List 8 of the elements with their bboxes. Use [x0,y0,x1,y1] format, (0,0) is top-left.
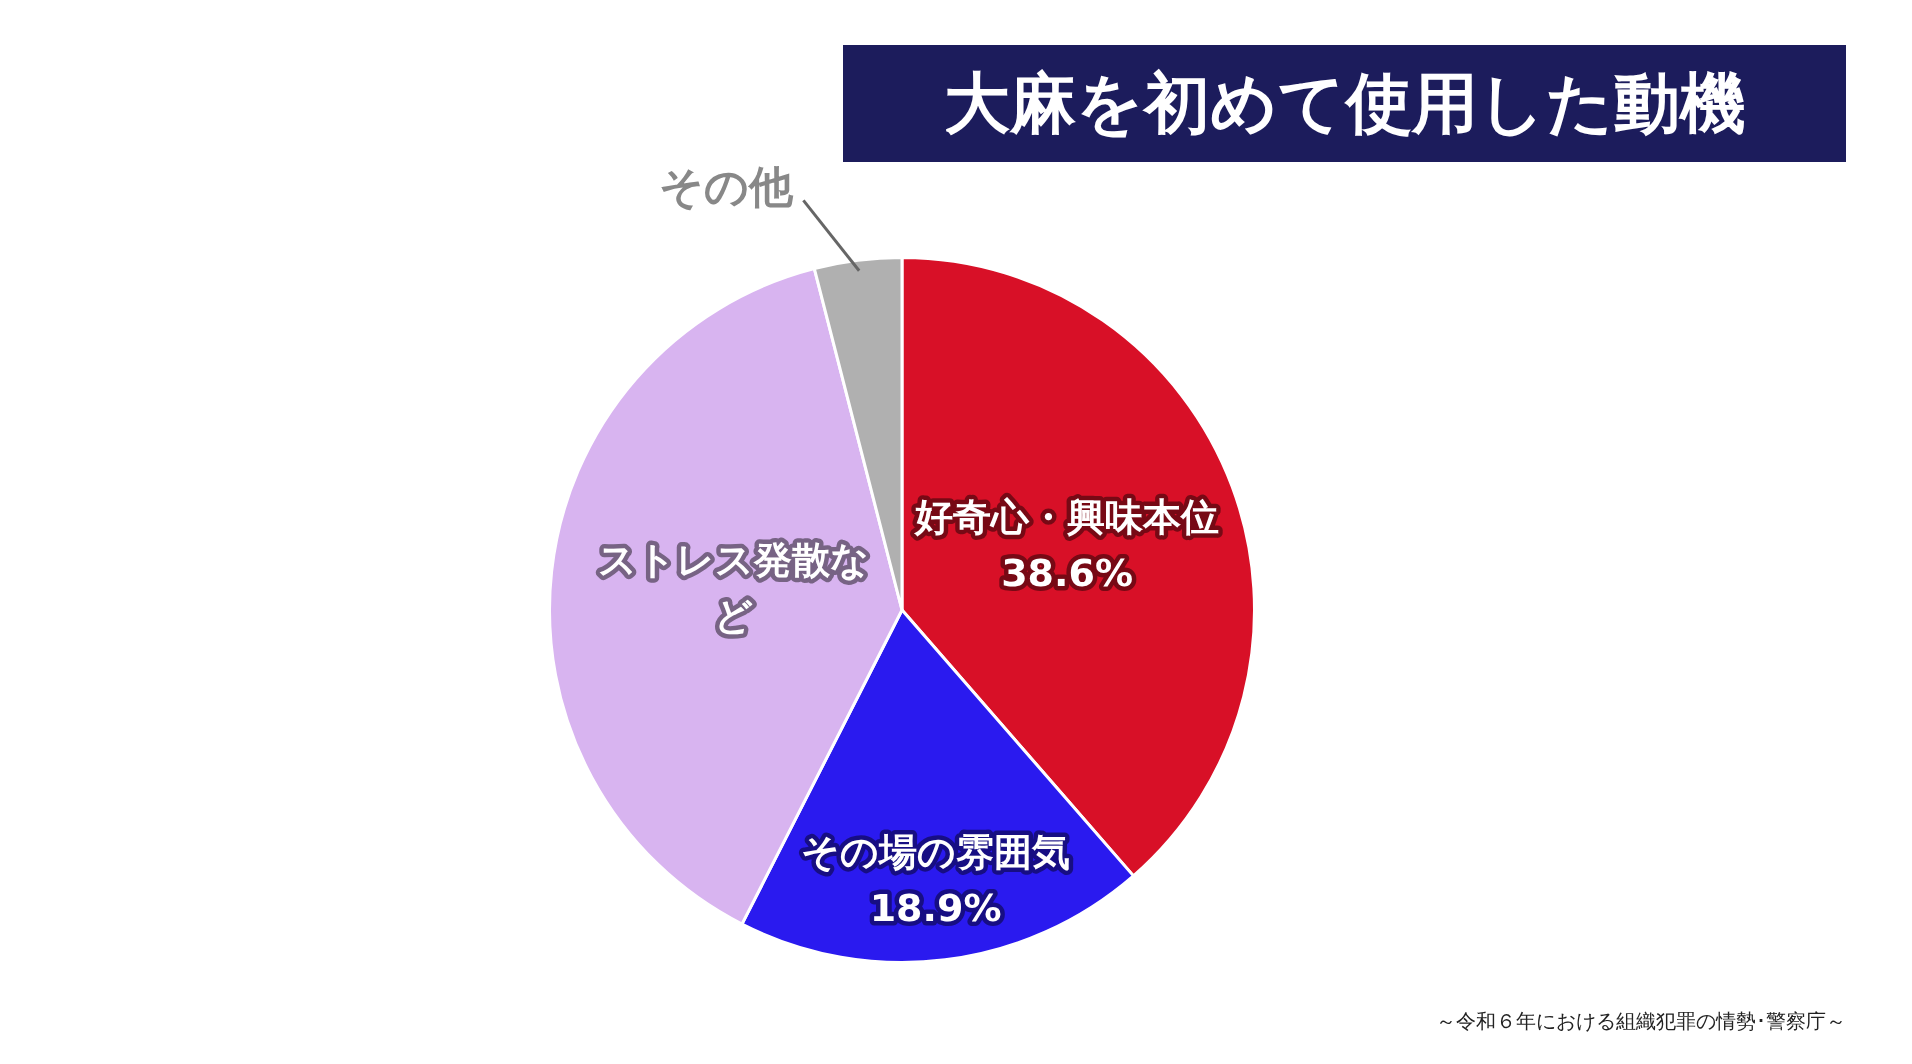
slice-label: その他 [659,160,795,212]
slice-label: その場の雰囲気 [801,829,1071,874]
text: ～令和６年における組織犯罪の情勢･警察庁～ [1436,1008,1846,1035]
data-label: 18.9% [869,885,1002,930]
slice-label: ストレス発散など [598,538,870,639]
slice-label: 好奇心・興味本位 [913,495,1220,540]
data-label: 38.6% [1001,551,1133,596]
chart-title: 大麻を初めて使用した動機 [843,45,1846,162]
